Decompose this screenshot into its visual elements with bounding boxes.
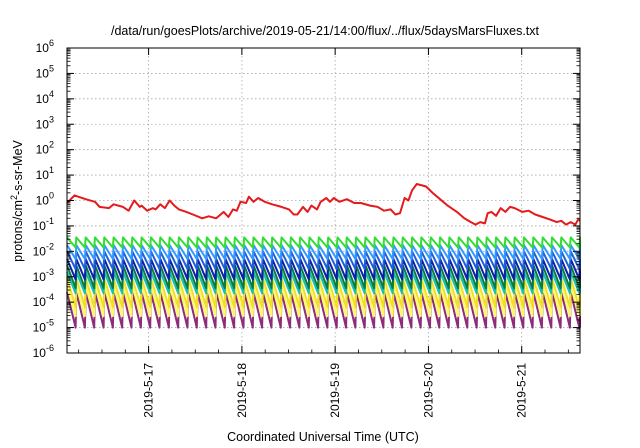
y-axis-label-base: protons/cm [11, 200, 25, 262]
y-tick-label: 10-3 [33, 267, 54, 284]
series-line [66, 250, 581, 271]
x-tick-label: 2019-5-21 [515, 363, 529, 418]
y-tick-label-base: 10 [33, 244, 47, 258]
y-tick-label-exponent: -5 [46, 318, 54, 328]
x-tick-label: 2019-5-17 [142, 363, 156, 418]
y-tick-label-exponent: -4 [46, 292, 54, 302]
series-group [66, 183, 581, 329]
y-tick-label: 104 [36, 89, 54, 106]
y-tick-label-exponent: -3 [46, 267, 54, 277]
y-tick-label-exponent: 0 [49, 191, 54, 201]
y-axis-label: protons/cm2-s-sr-MeV [9, 139, 25, 261]
y-tick-label-base: 10 [36, 168, 50, 182]
y-tick-label-base: 10 [36, 92, 50, 106]
x-tick-label: 2019-5-19 [328, 363, 342, 418]
series-line [66, 244, 581, 260]
y-tick-label-base: 10 [33, 346, 47, 360]
y-axis-label-sup: 2 [9, 195, 19, 200]
y-tick-label: 102 [36, 140, 54, 157]
y-tick-label: 103 [36, 114, 54, 131]
y-tick-label-exponent: -2 [46, 241, 54, 251]
y-tick-label: 101 [36, 165, 54, 182]
y-tick-label-exponent: -1 [46, 216, 54, 226]
y-tick-label: 10-5 [33, 318, 54, 335]
y-tick-label: 10-2 [33, 241, 54, 258]
y-tick-label-exponent: 5 [49, 63, 54, 73]
x-axis: 2019-5-17 2019-5-18 2019-5-19 2019-5-20 2019… [78, 48, 569, 418]
y-tick-label-exponent: -6 [46, 343, 54, 353]
y-tick-label-base: 10 [33, 321, 47, 335]
y-tick-label-exponent: 3 [49, 114, 54, 124]
y-tick-label-exponent: 1 [49, 165, 54, 175]
x-tick-label: 2019-5-20 [421, 363, 435, 418]
series-line [66, 236, 581, 249]
y-tick-label-exponent: 6 [49, 38, 54, 48]
y-tick-label-base: 10 [36, 41, 50, 55]
y-tick-label-exponent: 2 [49, 140, 54, 150]
y-tick-label: 10-1 [33, 216, 54, 233]
y-tick-label: 105 [36, 63, 54, 80]
y-axis-label-rest: -s-sr-MeV [11, 139, 25, 195]
y-tick-label: 10-6 [33, 343, 54, 360]
y-tick-label-base: 10 [33, 270, 47, 284]
y-tick-label-base: 10 [33, 295, 47, 309]
x-tick-label: 2019-5-18 [235, 363, 249, 418]
y-tick-label-base: 10 [33, 219, 47, 233]
y-tick-label: 10-4 [33, 292, 54, 309]
x-axis-label: Coordinated Universal Time (UTC) [227, 430, 419, 444]
chart-title: /data/run/goesPlots/archive/2019-05-21/1… [111, 24, 540, 38]
y-axis: 10-610-510-410-310-210-11001011021031041… [33, 38, 580, 360]
y-tick-label-base: 10 [36, 143, 50, 157]
y-tick-label-exponent: 4 [49, 89, 54, 99]
y-tick-label-base: 10 [36, 194, 50, 208]
y-tick-label: 100 [36, 191, 54, 208]
series-line [66, 183, 581, 226]
y-tick-label-base: 10 [36, 117, 50, 131]
y-tick-label-base: 10 [36, 66, 50, 80]
y-tick-label: 106 [36, 38, 54, 55]
